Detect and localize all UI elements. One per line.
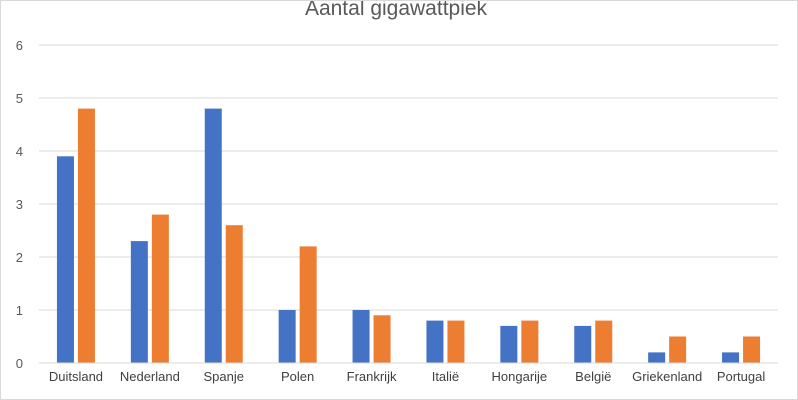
bar-belgië-series-1	[574, 325, 592, 363]
y-tick-label: 4	[16, 144, 23, 159]
y-tick-label: 3	[16, 197, 23, 212]
bars	[56, 108, 761, 363]
x-tick-label: Italië	[432, 369, 459, 384]
y-tick-label: 0	[16, 356, 23, 371]
x-tick-label: België	[575, 369, 611, 384]
x-tick-label: Hongarije	[492, 369, 548, 384]
gridlines	[39, 44, 778, 311]
x-tick-label: Portugal	[717, 369, 766, 384]
bar-duitsland-series-2	[77, 108, 95, 363]
bar-polen-series-1	[278, 310, 296, 363]
bar-duitsland-series-1	[56, 156, 74, 363]
bar-hongarije-series-1	[500, 325, 518, 363]
bar-spanje-series-2	[225, 225, 243, 363]
bar-nederland-series-2	[151, 214, 169, 363]
y-tick-label: 1	[16, 303, 23, 318]
bar-belgië-series-2	[595, 320, 613, 363]
bar-italië-series-2	[447, 320, 465, 363]
x-tick-label: Frankrijk	[347, 369, 397, 384]
bar-portugal-series-1	[722, 352, 740, 363]
bar-griekenland-series-2	[669, 336, 687, 363]
bar-italië-series-1	[426, 320, 444, 363]
bar-nederland-series-1	[130, 241, 148, 363]
x-tick-label: Griekenland	[632, 369, 702, 384]
bar-frankrijk-series-2	[373, 315, 391, 363]
bar-frankrijk-series-1	[352, 310, 370, 363]
y-tick-label: 5	[16, 91, 23, 106]
y-tick-label: 6	[16, 38, 23, 53]
bar-spanje-series-1	[204, 108, 222, 363]
y-tick-label: 2	[16, 250, 23, 265]
bar-hongarije-series-2	[521, 320, 539, 363]
bar-griekenland-series-1	[648, 352, 666, 363]
bar-polen-series-2	[299, 246, 317, 363]
x-tick-label: Polen	[281, 369, 314, 384]
x-tick-label: Spanje	[204, 369, 244, 384]
y-axis-ticks: 0 1 2 3 4 5 6	[16, 38, 23, 371]
x-axis-labels: Duitsland Nederland Spanje Polen Frankrijk It…	[49, 369, 766, 384]
bar-portugal-series-2	[743, 336, 761, 363]
x-tick-label: Nederland	[120, 369, 180, 384]
x-tick-label: Duitsland	[49, 369, 103, 384]
chart-title: Aantal gigawattpiek	[305, 1, 488, 20]
